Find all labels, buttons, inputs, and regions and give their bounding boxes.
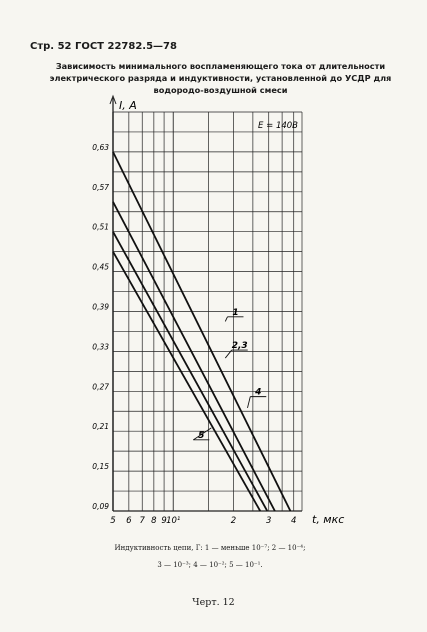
x-tick-label: 9 (161, 516, 166, 526)
title-line-1: Зависимость минимального воспламеняющего… (55, 61, 386, 71)
x-tick-label: 6 (126, 516, 132, 526)
series-line-2-3 (112, 201, 276, 512)
y-tick-label: 0,27 (92, 382, 109, 391)
x-tick-label: 7 (140, 516, 146, 526)
y-tick-label: 0,33 (92, 342, 109, 351)
chart-series (112, 151, 292, 512)
chart-axis-labels: E = 140B I, A t, мкс (119, 99, 344, 526)
x-tick-label: 3 (266, 516, 271, 526)
y-tick-label: 0,51 (92, 223, 109, 232)
x-tick-label: 5 (110, 516, 115, 526)
chart-grid (109, 94, 303, 512)
y-tick-label: 0,21 (92, 422, 109, 431)
series-label-leader (247, 396, 251, 409)
y-axis-arrow (109, 94, 117, 105)
page-header: Стр. 52 ГОСТ 22782.5—78 (30, 41, 177, 52)
series-label: 2,3 (232, 341, 248, 351)
chart-title: Зависимость минимального воспламеняющего… (28, 60, 413, 96)
chart-series-labels: 1 2,3 4 5 (193, 308, 267, 441)
y-tick-label: 0,15 (92, 462, 109, 471)
x-tick-label: 2 (231, 516, 236, 526)
series-label-leader (193, 427, 212, 441)
series-label: 5 (198, 431, 204, 441)
series-label-leader (224, 349, 233, 359)
y-tick-label: 0,09 (92, 502, 109, 511)
chart-annotation: E = 140B (258, 121, 298, 131)
series-line-5 (112, 251, 261, 512)
chart-ticks: 0,09 0,15 0,21 0,27 0,33 0,39 0,45 0,51 0,57 0,63… (92, 143, 296, 526)
title-line-2: электрического разряда и индуктивности, … (49, 73, 392, 83)
y-tick-label: 0,45 (92, 263, 109, 272)
title-line-3: водородо-воздушной смеси (153, 85, 288, 95)
y-tick-label: 0,39 (92, 303, 109, 312)
y-tick-label: 0,57 (92, 183, 109, 192)
x-tick-label: 10¹ (166, 516, 180, 526)
series-label-leader (224, 316, 228, 322)
y-tick-label: 0,63 (92, 143, 109, 152)
caption-line-2: 3 — 10⁻³; 4 — 10⁻²; 5 — 10⁻¹. (157, 561, 263, 569)
y-axis-label: I, A (119, 99, 137, 112)
x-tick-label: 8 (151, 516, 157, 526)
caption-line-1: Индуктивность цепи, Г: 1 — меньше 10⁻⁷; … (114, 544, 306, 552)
series-line-4 (112, 231, 269, 512)
series-line-1 (112, 151, 292, 512)
series-label: 1 (232, 308, 238, 318)
x-axis-label: t, мкс (312, 513, 344, 526)
figure-label: Черт. 12 (192, 597, 235, 608)
x-tick-label: 4 (291, 516, 296, 526)
series-label: 4 (254, 388, 261, 398)
chart-caption: Индуктивность цепи, Г: 1 — меньше 10⁻⁷; … (40, 540, 380, 574)
